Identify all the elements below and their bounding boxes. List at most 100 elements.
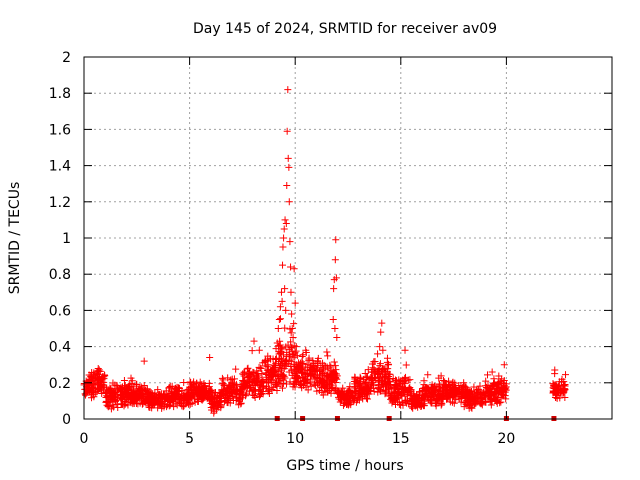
data-point — [362, 378, 370, 386]
data-point — [381, 373, 389, 381]
data-point — [244, 364, 252, 372]
data-point — [114, 404, 122, 412]
data-point — [467, 399, 475, 407]
data-point — [207, 386, 215, 394]
data-point — [285, 163, 293, 171]
data-point — [98, 376, 106, 384]
data-point — [552, 383, 560, 391]
data-point — [200, 380, 208, 388]
y-tick-label: 0.6 — [49, 303, 71, 319]
x-tick-label: 15 — [392, 431, 410, 447]
data-point — [439, 377, 447, 385]
data-point — [124, 396, 132, 404]
data-point — [292, 368, 300, 376]
data-point — [452, 396, 460, 404]
data-point — [553, 394, 561, 402]
data-point — [233, 386, 241, 394]
data-point — [151, 399, 159, 407]
data-point — [379, 365, 387, 373]
data-point — [140, 357, 148, 365]
data-point — [88, 383, 96, 391]
data-point — [418, 386, 426, 394]
data-point — [427, 392, 435, 400]
data-point — [86, 378, 94, 386]
data-point — [167, 398, 175, 406]
data-point — [259, 390, 267, 398]
data-point — [445, 393, 453, 401]
data-point — [243, 365, 251, 373]
y-tick-labels: 0 0.2 0.4 0.6 0.8 1 1.2 1.4 1.6 1.8 2 — [49, 50, 71, 428]
data-point — [379, 346, 387, 354]
data-point — [449, 388, 457, 396]
data-point — [211, 393, 219, 401]
data-point — [88, 394, 96, 402]
data-point — [304, 379, 312, 387]
data-point — [500, 383, 508, 391]
data-point — [95, 366, 103, 374]
x-tick-label: 10 — [286, 431, 304, 447]
data-point — [457, 398, 465, 406]
data-point — [287, 263, 295, 271]
data-point — [374, 370, 382, 378]
data-point — [161, 400, 169, 408]
data-point — [277, 315, 285, 323]
data-point — [383, 354, 391, 362]
y-tick-label: 0 — [62, 412, 71, 428]
data-point — [393, 393, 401, 401]
data-point — [199, 390, 207, 398]
data-point — [319, 359, 327, 367]
data-point — [227, 381, 235, 389]
data-point — [389, 375, 397, 383]
data-point — [105, 402, 113, 410]
data-point — [499, 385, 507, 393]
data-point — [330, 358, 338, 366]
data-point — [347, 401, 355, 409]
data-point — [369, 364, 377, 372]
data-point — [561, 393, 569, 401]
data-point — [461, 399, 469, 407]
data-point — [472, 397, 480, 405]
data-point — [324, 352, 332, 360]
data-point — [394, 390, 402, 398]
data-point — [370, 358, 378, 366]
data-point — [198, 394, 206, 402]
data-point — [441, 381, 449, 389]
data-point — [389, 397, 397, 405]
data-point — [106, 389, 114, 397]
data-point — [370, 384, 378, 392]
data-point — [300, 378, 308, 386]
data-point — [216, 397, 224, 405]
data-point — [420, 381, 428, 389]
data-point — [279, 243, 287, 251]
data-point — [119, 391, 127, 399]
data-point — [208, 388, 216, 396]
data-point — [551, 366, 559, 374]
data-point — [255, 346, 263, 354]
data-point — [262, 362, 270, 370]
data-point — [391, 382, 399, 390]
data-point — [264, 352, 272, 360]
data-point — [307, 371, 315, 379]
data-point — [350, 387, 358, 395]
data-point — [346, 386, 354, 394]
data-point — [335, 389, 343, 397]
data-point — [154, 386, 162, 394]
data-point — [331, 325, 339, 332]
data-point — [250, 337, 258, 345]
data-point — [339, 384, 347, 392]
data-point — [250, 392, 258, 400]
data-point — [302, 383, 310, 391]
data-point — [263, 378, 271, 386]
data-point — [401, 346, 409, 354]
data-point — [293, 375, 301, 383]
data-point — [329, 383, 337, 391]
data-point — [275, 315, 283, 323]
data-point — [246, 376, 254, 384]
data-point — [257, 364, 265, 372]
data-point — [193, 384, 201, 392]
data-point — [487, 389, 495, 397]
data-point — [293, 366, 301, 374]
data-point — [323, 348, 331, 356]
data-point — [109, 379, 117, 387]
data-point — [286, 378, 294, 386]
